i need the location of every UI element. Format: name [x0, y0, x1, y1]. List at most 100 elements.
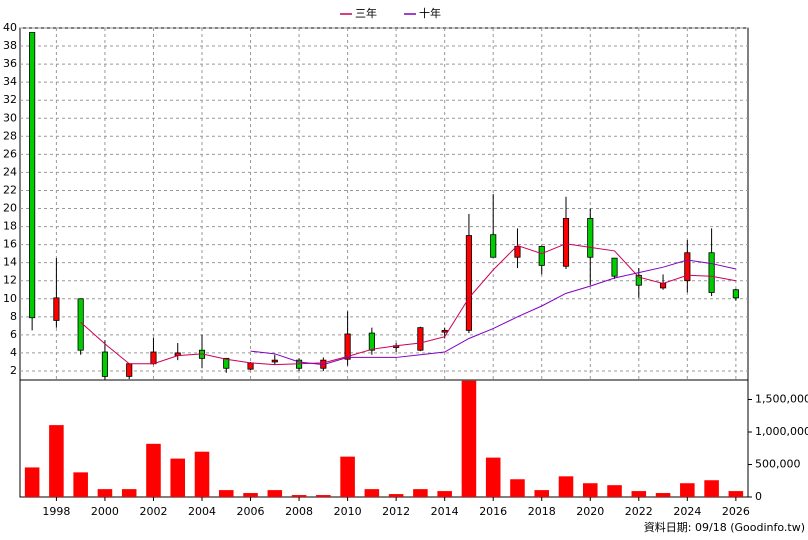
candle-body — [223, 357, 230, 369]
line-series — [250, 259, 736, 366]
candle-body — [562, 218, 570, 267]
y-tick-label: 1,500,000 — [755, 393, 808, 406]
candle-body — [150, 351, 157, 365]
candle-body — [417, 327, 424, 351]
y-tick-label: 36 — [3, 57, 17, 70]
candle-body — [247, 362, 254, 370]
y-tick-label: 2 — [10, 364, 17, 377]
candle-body — [635, 274, 642, 286]
y-tick-label: 20 — [3, 202, 17, 215]
y-tick-label: 28 — [3, 129, 17, 142]
y-tick-label: 32 — [3, 93, 17, 106]
volume-bar — [413, 489, 428, 497]
y-tick-label: 0 — [755, 490, 762, 503]
volume-bar — [461, 380, 477, 497]
volume-bar — [291, 495, 307, 497]
y-tick-label: 34 — [3, 75, 17, 88]
y-tick-label: 40 — [3, 21, 17, 34]
y-tick-label: 18 — [3, 220, 17, 233]
volume-bar — [607, 485, 622, 497]
y-tick-label: 26 — [3, 147, 17, 160]
volume-bar — [97, 489, 113, 497]
volume-bar — [194, 451, 210, 497]
y-tick-label: 6 — [10, 328, 17, 341]
candle-body — [611, 257, 618, 277]
candle-body — [53, 297, 60, 321]
x-tick-label: 2008 — [285, 505, 313, 518]
x-tick-label: 2000 — [91, 505, 119, 518]
x-tick-label: 2018 — [528, 505, 556, 518]
line-series — [80, 243, 736, 366]
y-tick-label: 1,000,000 — [755, 425, 808, 438]
legend-label: 十年 — [419, 6, 441, 20]
volume-bar — [388, 494, 404, 497]
volume-bar — [146, 443, 161, 497]
legend-label: 三年 — [355, 6, 377, 20]
y-tick-label: 4 — [10, 346, 17, 359]
x-tick-label: 2006 — [237, 505, 265, 518]
candle-body — [441, 329, 448, 333]
volume-bar — [510, 479, 525, 497]
candle-body — [271, 359, 278, 363]
volume-bar — [340, 456, 355, 497]
volume-bar — [704, 480, 719, 497]
candle-body — [344, 333, 351, 360]
x-tick-label: 2024 — [673, 505, 701, 518]
volume-panel — [19, 379, 749, 498]
y-tick-label: 10 — [3, 292, 17, 305]
x-tick-label: 2002 — [139, 505, 167, 518]
volume-bar — [485, 457, 501, 497]
volume-bar — [582, 483, 598, 497]
volume-bar — [558, 476, 574, 497]
x-tick-label: 2012 — [382, 505, 410, 518]
y-tick-label: 30 — [3, 111, 17, 124]
candle-body — [538, 246, 545, 266]
y-tick-label: 500,000 — [755, 458, 801, 471]
volume-bar — [437, 491, 452, 497]
volume-bar — [631, 491, 647, 497]
price-panel — [19, 27, 749, 381]
x-tick-label: 2016 — [479, 505, 507, 518]
source: 資料日期: 09/18 (Goodinfo.tw) — [644, 520, 805, 534]
candle-body — [368, 332, 375, 351]
x-tick-label: 2010 — [334, 505, 362, 518]
candle-body — [732, 289, 739, 299]
candle-body — [465, 235, 473, 331]
volume-bar — [655, 493, 671, 497]
volume-bar — [49, 425, 64, 497]
candle-body — [684, 252, 691, 282]
volume-bar — [243, 493, 258, 497]
candle-body — [101, 351, 109, 377]
volume-bar — [680, 483, 695, 497]
candle-body — [490, 234, 497, 258]
x-tick-label: 2004 — [188, 505, 216, 518]
x-tick-label: 1998 — [42, 505, 70, 518]
volume-bar — [170, 458, 186, 497]
volume-bar — [267, 490, 283, 497]
candle-body — [29, 32, 36, 319]
volume-bar — [73, 472, 88, 497]
volume-bar — [364, 489, 380, 497]
y-tick-label: 14 — [3, 256, 17, 269]
x-tick-label: 2022 — [625, 505, 653, 518]
candle-body — [126, 363, 133, 377]
volume-bar — [24, 467, 40, 497]
candle-body — [514, 246, 521, 258]
y-tick-label: 16 — [3, 238, 17, 251]
x-tick-label: 2026 — [722, 505, 750, 518]
y-tick-label: 38 — [3, 39, 17, 52]
volume-bar — [316, 495, 331, 497]
candle-body — [708, 252, 715, 293]
y-tick-label: 24 — [3, 165, 17, 178]
y-tick-label: 22 — [3, 183, 17, 196]
candle-body — [659, 283, 667, 289]
candle-body — [587, 218, 594, 258]
volume-bar — [728, 491, 744, 497]
x-tick-label: 2020 — [576, 505, 604, 518]
x-tick-label: 2014 — [431, 505, 459, 518]
y-tick-label: 8 — [10, 310, 17, 323]
volume-bar — [218, 490, 234, 497]
volume-bar — [121, 489, 137, 497]
y-tick-label: 12 — [3, 274, 17, 287]
